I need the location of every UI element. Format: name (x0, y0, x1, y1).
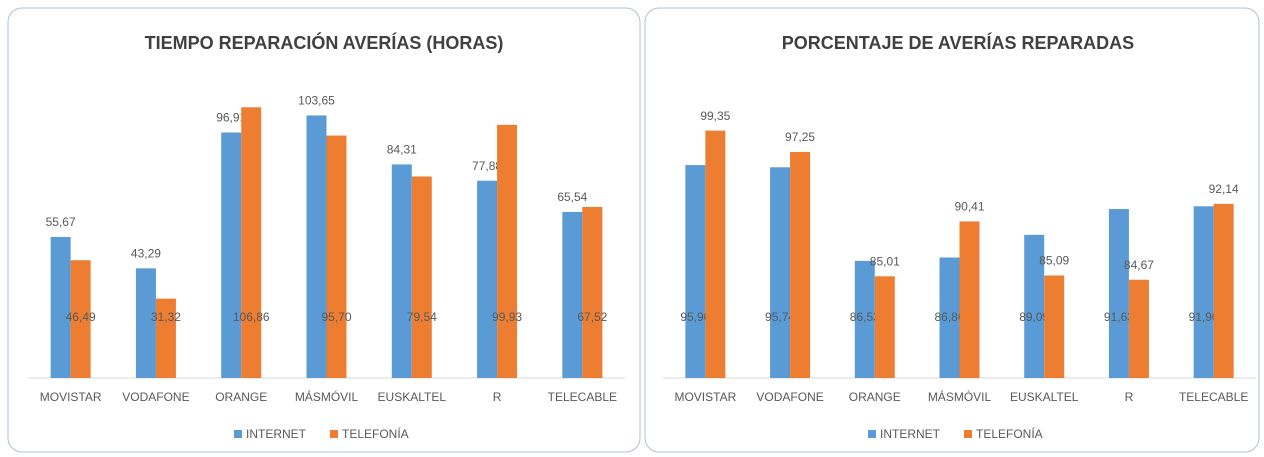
data-label: 95,70 (321, 310, 351, 324)
data-label: 86,86 (934, 310, 964, 324)
bar (1024, 234, 1045, 378)
bar (770, 167, 791, 378)
data-label: 85,01 (870, 254, 900, 268)
data-label: 99,93 (492, 310, 522, 324)
data-label: 92,14 (1209, 182, 1239, 196)
bar (1044, 275, 1065, 378)
data-label: 97,25 (785, 130, 815, 144)
x-tick-label: ORANGE (849, 390, 901, 404)
x-tick-label: EUSKALTEL (1010, 390, 1079, 404)
x-tick-label: R (493, 390, 502, 404)
legend-swatch (330, 430, 338, 438)
bar (1108, 209, 1129, 378)
data-label: 95,96 (680, 310, 710, 324)
bar (1193, 206, 1214, 378)
data-label: 103,65 (298, 94, 335, 108)
data-label: 55,67 (46, 215, 76, 229)
data-label: 84,67 (1124, 258, 1154, 272)
x-tick-label: MÁSMÓVIL (295, 389, 359, 404)
bar (477, 180, 498, 378)
x-tick-label: R (1125, 390, 1134, 404)
legend-swatch (234, 430, 242, 438)
panel (644, 7, 1260, 453)
data-label: 91,90 (1189, 310, 1219, 324)
bar (685, 165, 706, 378)
x-tick-label: ORANGE (215, 390, 267, 404)
data-label: 31,32 (151, 310, 181, 324)
x-tick-label: VODAFONE (756, 390, 823, 404)
data-label: 46,49 (66, 310, 96, 324)
bar (306, 115, 327, 379)
legend-label: TELEFONÍA (976, 426, 1043, 441)
x-tick-label: MOVISTAR (674, 390, 736, 404)
data-label: 89,09 (1019, 310, 1049, 324)
bar (582, 206, 603, 378)
bar (939, 257, 960, 378)
bar (50, 236, 71, 378)
bar (854, 260, 875, 378)
bar (959, 221, 980, 378)
x-tick-label: TELECABLE (548, 390, 617, 404)
bar (155, 298, 176, 378)
legend-label: TELEFONÍA (342, 426, 409, 441)
data-label: 91,63 (1104, 310, 1134, 324)
bar (241, 107, 262, 379)
bar (1213, 203, 1234, 378)
bar (1128, 279, 1149, 378)
x-tick-label: MOVISTAR (40, 390, 102, 404)
bar (411, 176, 432, 378)
bar (497, 124, 518, 379)
x-tick-label: MÁSMÓVIL (928, 389, 992, 404)
legend-swatch (964, 430, 972, 438)
data-label: 79,54 (407, 310, 437, 324)
data-label: 85,09 (1039, 254, 1069, 268)
data-label: 65,54 (557, 190, 587, 204)
bar (705, 130, 726, 378)
data-label: 67,52 (577, 310, 607, 324)
x-tick-label: VODAFONE (122, 390, 189, 404)
legend-label: INTERNET (880, 427, 941, 441)
data-label: 84,31 (387, 143, 417, 157)
bar (562, 211, 583, 378)
bar (221, 132, 242, 378)
bar (790, 151, 811, 378)
chart-title: PORCENTAJE DE AVERÍAS REPARADAS (782, 32, 1134, 53)
data-label: 99,35 (700, 109, 730, 123)
data-label: 106,86 (233, 310, 270, 324)
data-label: 86,53 (850, 310, 880, 324)
x-tick-label: EUSKALTEL (378, 390, 447, 404)
bar (326, 135, 347, 378)
bar (874, 276, 895, 378)
legend-swatch (868, 430, 876, 438)
data-label: 77,88 (472, 159, 502, 173)
bar (70, 260, 91, 378)
data-label: 96,91 (216, 111, 246, 125)
bar (391, 164, 412, 378)
data-label: 43,29 (131, 247, 161, 261)
chart-title: TIEMPO REPARACIÓN AVERÍAS (HORAS) (145, 32, 504, 53)
x-tick-label: TELECABLE (1179, 390, 1248, 404)
bar (135, 268, 156, 378)
data-label: 95,74 (765, 310, 795, 324)
data-label: 90,41 (954, 200, 984, 214)
legend-label: INTERNET (246, 427, 307, 441)
